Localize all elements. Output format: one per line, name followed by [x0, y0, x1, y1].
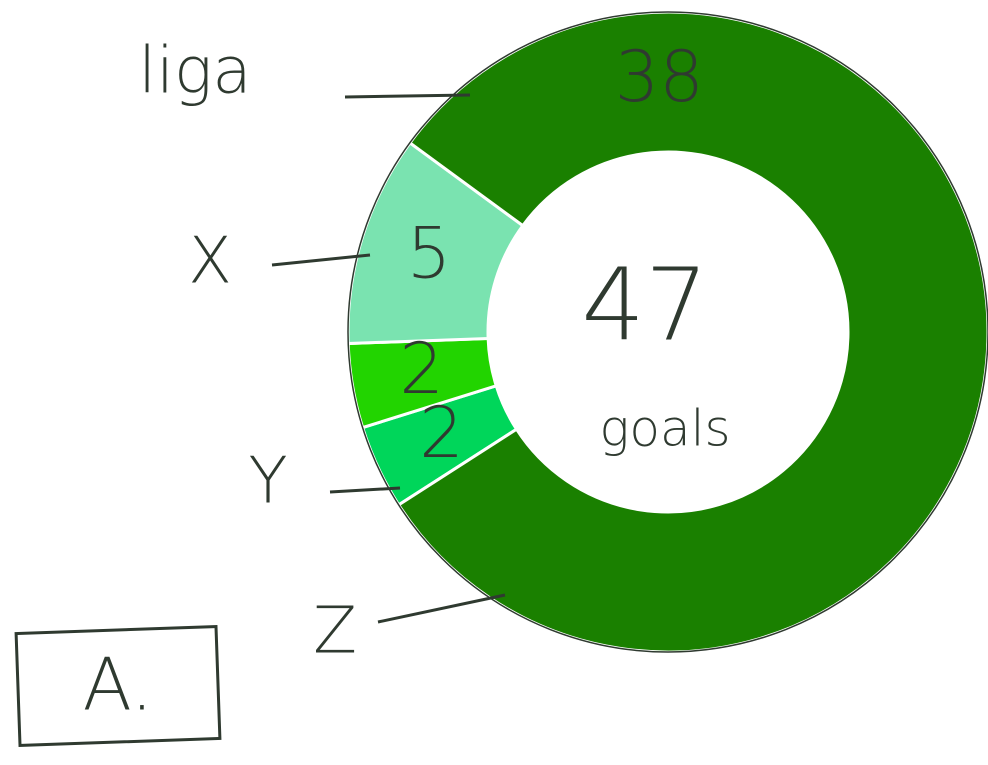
category-label: Y: [248, 445, 287, 519]
center-value: 47: [581, 246, 708, 363]
value-label: 2: [399, 328, 444, 410]
panel-box: [14, 624, 222, 748]
category-label: liga: [138, 35, 251, 109]
category-label: X: [188, 225, 232, 299]
leader-line: [377, 593, 506, 624]
value-label: 2: [419, 392, 464, 474]
center-label: goals: [599, 400, 730, 458]
leader-line: [271, 253, 371, 267]
leader-line: [344, 93, 471, 99]
value-label: 38: [615, 36, 704, 118]
outer-ring: [347, 11, 988, 653]
panel-label: A.: [83, 643, 154, 727]
value-label: 5: [407, 213, 452, 295]
category-label: Z: [313, 595, 357, 669]
